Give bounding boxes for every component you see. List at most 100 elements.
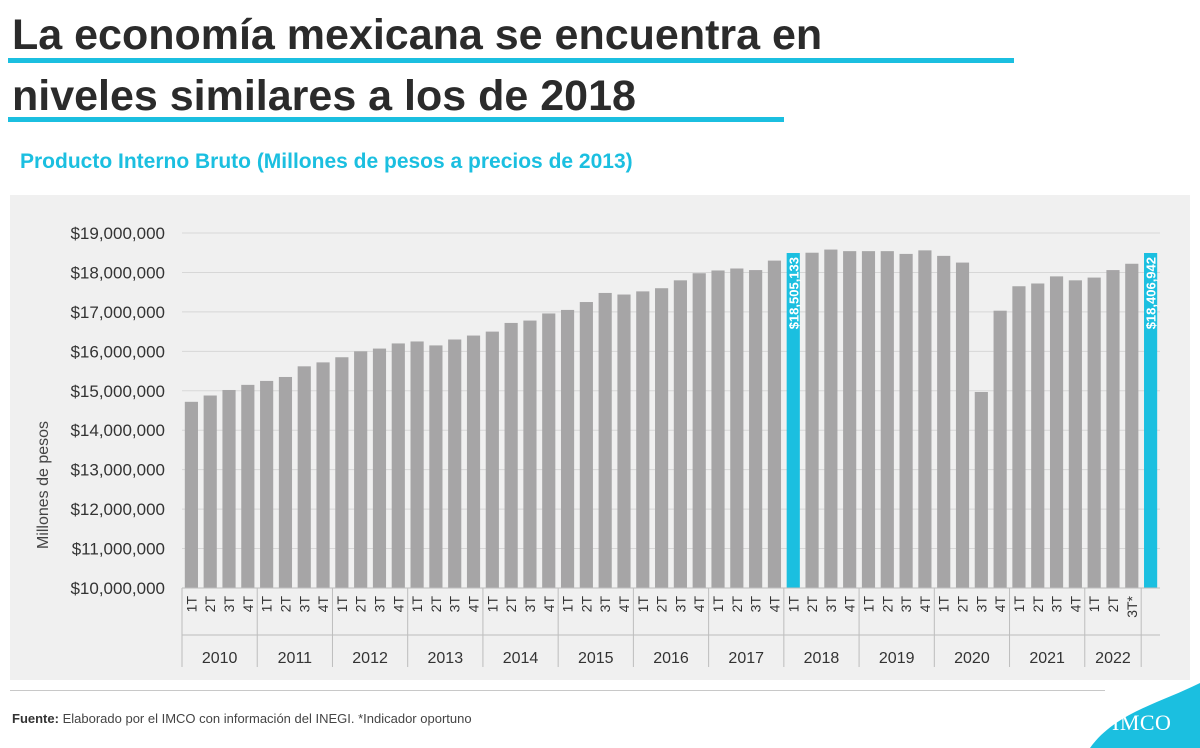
bar [222, 389, 236, 588]
bar [316, 362, 330, 588]
bar [1125, 263, 1139, 588]
year-label: 2019 [879, 650, 915, 667]
bar [241, 384, 255, 588]
bar [448, 339, 462, 588]
y-tick-label: $19,000,000 [70, 224, 165, 243]
year-label: 2022 [1095, 650, 1131, 667]
highlight-bar [1144, 253, 1158, 588]
x-tick-label: 1T [560, 596, 576, 613]
x-tick-label: 2T [428, 596, 444, 613]
bar [354, 351, 368, 588]
bar [1031, 283, 1045, 588]
year-label: 2015 [578, 650, 614, 667]
bar [805, 252, 819, 588]
bar [184, 401, 198, 588]
x-tick-label: 1T [710, 596, 726, 613]
bar [993, 310, 1007, 588]
year-label: 2017 [728, 650, 764, 667]
bar [730, 268, 744, 588]
bar [203, 395, 217, 588]
x-tick-label: 4T [315, 596, 331, 613]
footer-source-text: Elaborado por el IMCO con información de… [62, 711, 472, 726]
x-tick-label: 1T [334, 596, 350, 613]
x-tick-label: 1T [1011, 596, 1027, 613]
bar [542, 313, 556, 588]
x-tick-label: 3T [522, 596, 538, 613]
bar [655, 288, 669, 588]
bar [372, 348, 387, 588]
data-label: $18,505,133 [786, 257, 801, 329]
x-tick-label: 4T [842, 596, 858, 613]
x-tick-label: 2T [879, 596, 895, 613]
bar [636, 291, 650, 588]
x-tick-label: 1T [484, 596, 500, 613]
year-label: 2018 [804, 650, 840, 667]
chart-panel: $18,505,133 $18,406,942 $10,000,000 $11,00… [10, 195, 1190, 680]
bar [523, 320, 537, 588]
x-tick-label: 3T [672, 596, 688, 613]
title-underline-2 [8, 117, 784, 122]
x-tick-label: 3T [748, 596, 764, 613]
bar [560, 309, 575, 588]
x-tick-label: 2T [955, 596, 971, 613]
x-tick-label: 2T [353, 596, 369, 613]
x-tick-label: 4T [766, 596, 782, 613]
bar [1012, 286, 1026, 588]
year-label: 2016 [653, 650, 689, 667]
y-tick-label: $14,000,000 [70, 421, 165, 440]
footer-source: Fuente: Elaborado por el IMCO con inform… [12, 711, 472, 726]
x-tick-label: 1T [860, 596, 876, 613]
y-tick-label: $16,000,000 [70, 342, 165, 361]
y-tick-label: $15,000,000 [70, 382, 165, 401]
bar [297, 366, 311, 588]
imco-logo: IMCO [1112, 710, 1172, 735]
y-tick-label: $13,000,000 [70, 461, 165, 480]
bar [955, 262, 970, 588]
x-tick-label: 4T [541, 596, 557, 613]
bar [843, 251, 857, 588]
x-tick-label: 3T [973, 596, 989, 613]
x-tick-label: 4T [1067, 596, 1083, 613]
bar [861, 251, 876, 588]
x-tick-label: 1T [785, 596, 801, 613]
x-tick-label: 1T [409, 596, 425, 613]
x-tick-label: 3T [371, 596, 387, 613]
bar [504, 322, 518, 588]
x-tick-label: 1T [183, 596, 199, 613]
y-tick-label: $12,000,000 [70, 500, 165, 519]
gdp-bar-chart: $18,505,133 $18,406,942 $10,000,000 $11,00… [35, 224, 1160, 667]
x-tick-label: 2T [277, 596, 293, 613]
axis-layer: $10,000,000 $11,000,000 $12,000,000 $13,000… [70, 224, 1160, 667]
x-tick-label: 4T [466, 596, 482, 613]
x-tick-label: 4T [992, 596, 1008, 613]
bar [711, 270, 725, 588]
x-tick-label: 1T [635, 596, 651, 613]
x-tick-label: 4T [691, 596, 707, 613]
bar [824, 249, 838, 589]
year-label: 2011 [278, 650, 313, 667]
bar [918, 250, 932, 588]
x-tick-label: 3T [221, 596, 237, 613]
title-underline-1 [8, 58, 1014, 63]
bar [1068, 280, 1082, 588]
y-tick-label: $10,000,000 [70, 579, 165, 598]
bar [1087, 277, 1101, 588]
bar [579, 302, 593, 588]
x-tick-label: 2T [578, 596, 594, 613]
bar [673, 280, 687, 588]
y-axis-title: Millones de pesos [35, 421, 52, 549]
footer-source-label: Fuente: [12, 711, 59, 726]
x-tick-label: 2T [729, 596, 745, 613]
x-tick-label: 1T [1086, 596, 1102, 613]
bar-layer [184, 249, 1158, 589]
bar [278, 376, 293, 588]
x-tick-label: 3T [447, 596, 463, 613]
x-tick-label: 2T [1105, 596, 1121, 613]
x-tick-label: 1T [936, 596, 952, 613]
year-label: 2014 [503, 650, 539, 667]
bar [429, 345, 443, 588]
bar [692, 273, 706, 588]
bar [899, 253, 913, 588]
bar [598, 292, 612, 588]
x-tick-label: 3T [823, 596, 839, 613]
